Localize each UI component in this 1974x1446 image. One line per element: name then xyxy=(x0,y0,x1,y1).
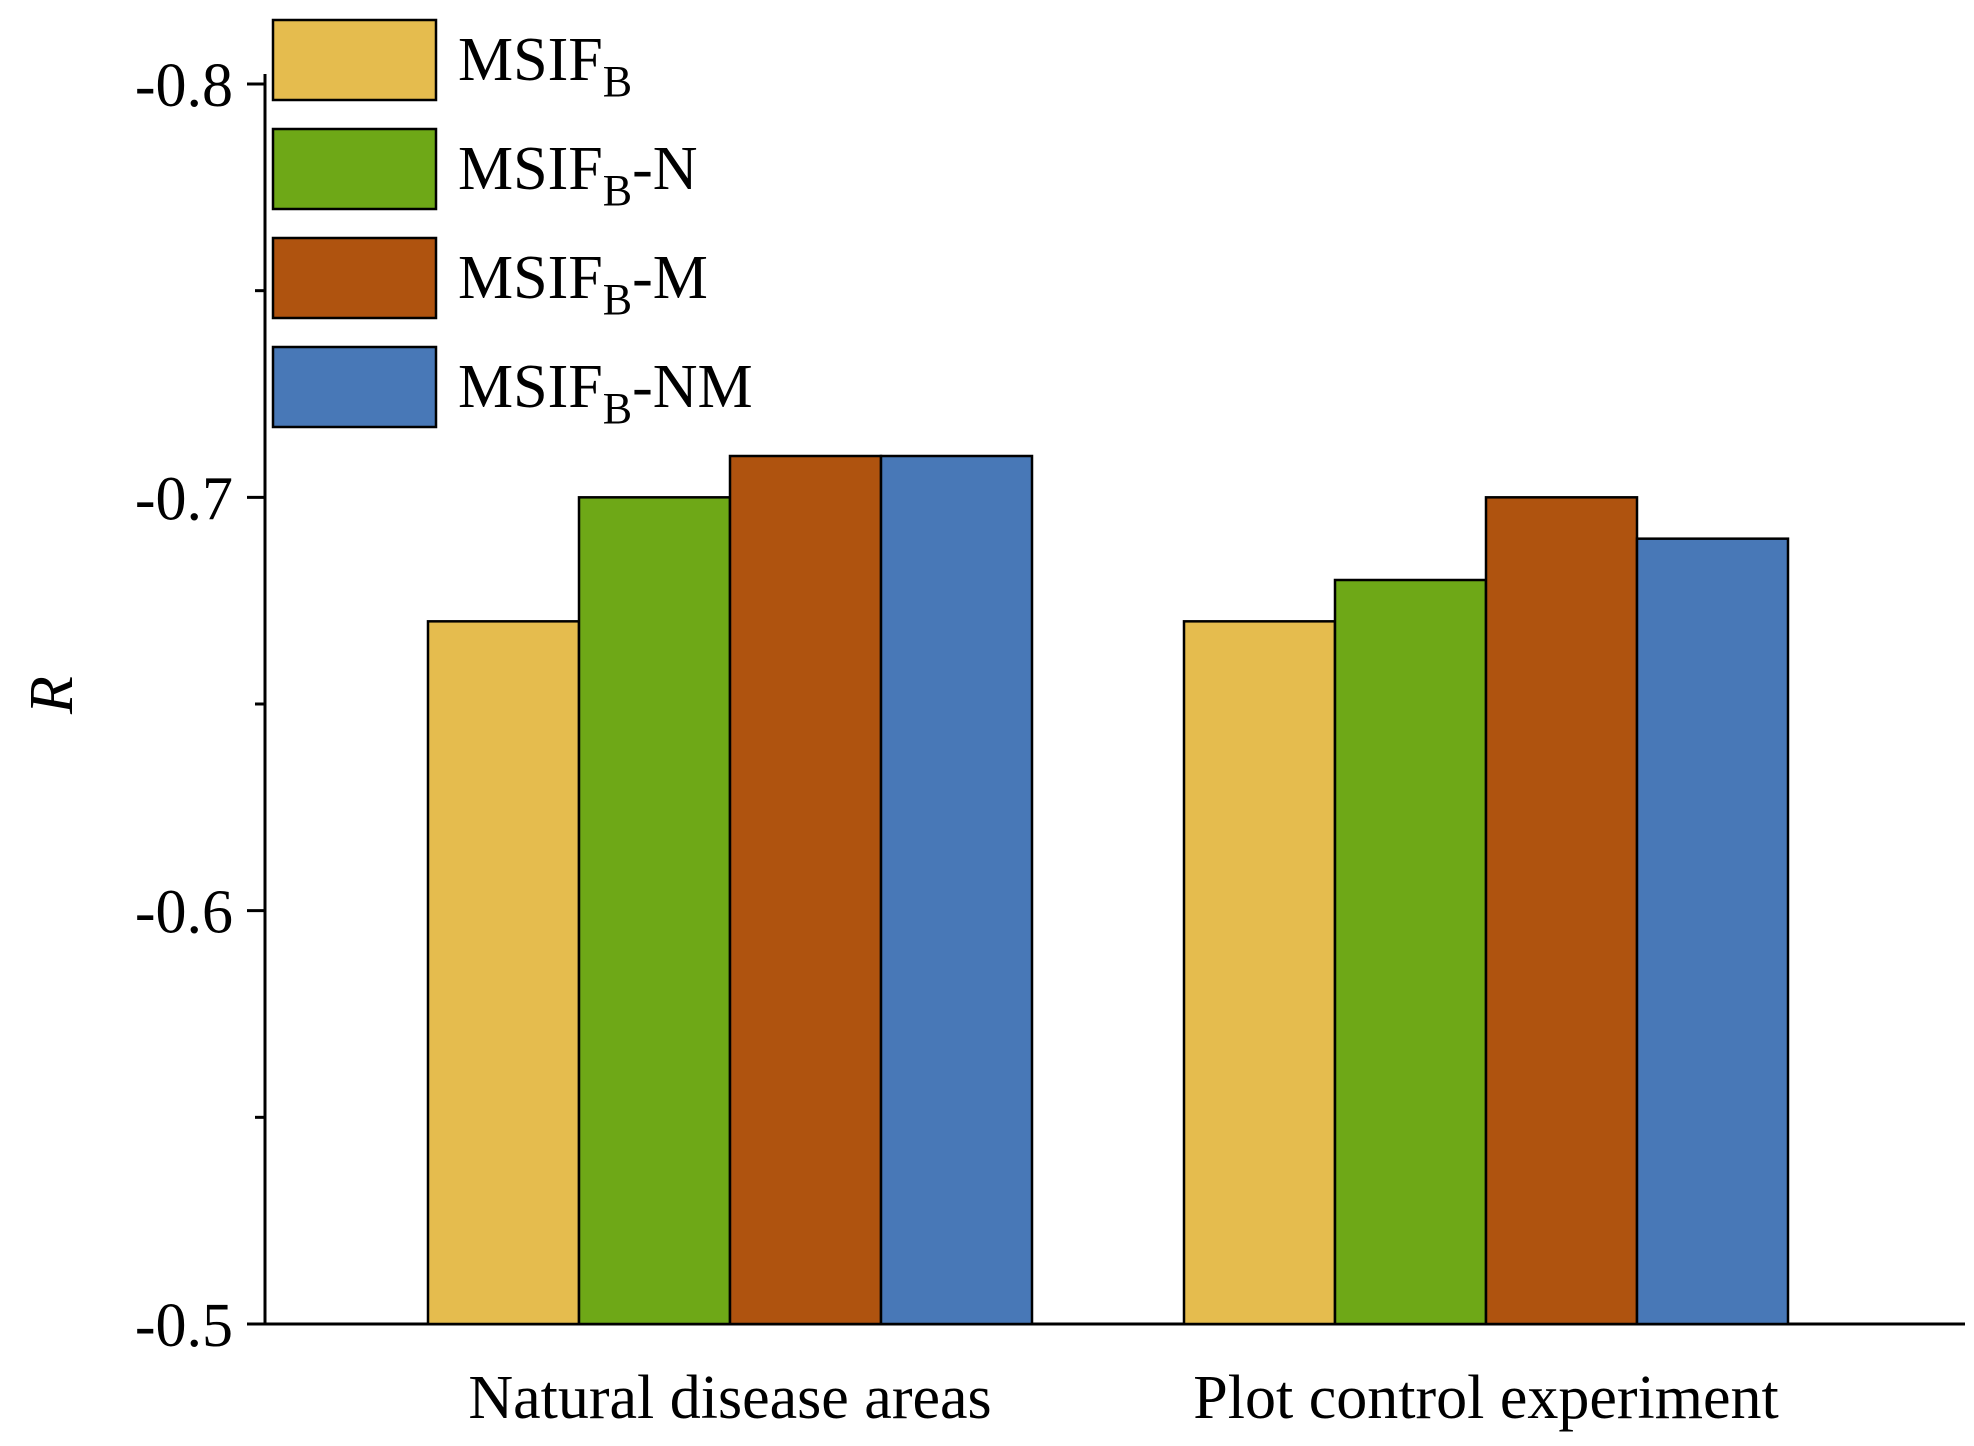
y-tick-label: -0.7 xyxy=(135,465,233,533)
y-tick-label: -0.6 xyxy=(135,879,233,947)
legend-swatch xyxy=(271,236,438,320)
x-category-label: Plot control experiment xyxy=(1193,1364,1778,1432)
y-tick-label: -0.8 xyxy=(135,52,233,120)
y-ticks: -0.8 -0.7 -0.6 -0.5 xyxy=(135,52,265,1360)
legend-label: MSIFB-NM xyxy=(458,353,753,433)
y-axis-title: R xyxy=(18,676,86,715)
bar-msifb-nm-plot-control-experiment xyxy=(1635,537,1790,1326)
bar-msifb-m-natural-disease-areas xyxy=(728,454,883,1326)
bar-msifb-m-plot-control-experiment xyxy=(1484,496,1639,1326)
legend-swatch xyxy=(271,127,438,211)
x-category-label: Natural disease areas xyxy=(468,1364,991,1432)
bars xyxy=(426,454,1790,1326)
legend-swatch xyxy=(271,345,438,429)
legend-label: MSIFB-N xyxy=(458,135,698,215)
legend-swatch xyxy=(271,18,438,102)
bar-msifb-natural-disease-areas xyxy=(426,620,581,1326)
legend-label: MSIFB-M xyxy=(458,244,708,324)
legend: MSIFB MSIFB-N MSIFB-M MSIFB-NM xyxy=(271,18,753,433)
legend-label: MSIFB xyxy=(458,26,632,106)
y-tick-label: -0.5 xyxy=(135,1292,233,1360)
x-category-labels: Natural disease areas Plot control experi… xyxy=(468,1364,1778,1432)
bar-msifb-plot-control-experiment xyxy=(1182,620,1337,1326)
bar-msifb-nm-natural-disease-areas xyxy=(879,454,1034,1326)
bar-msifb-n-plot-control-experiment xyxy=(1333,578,1488,1326)
bar-msifb-n-natural-disease-areas xyxy=(577,496,732,1326)
